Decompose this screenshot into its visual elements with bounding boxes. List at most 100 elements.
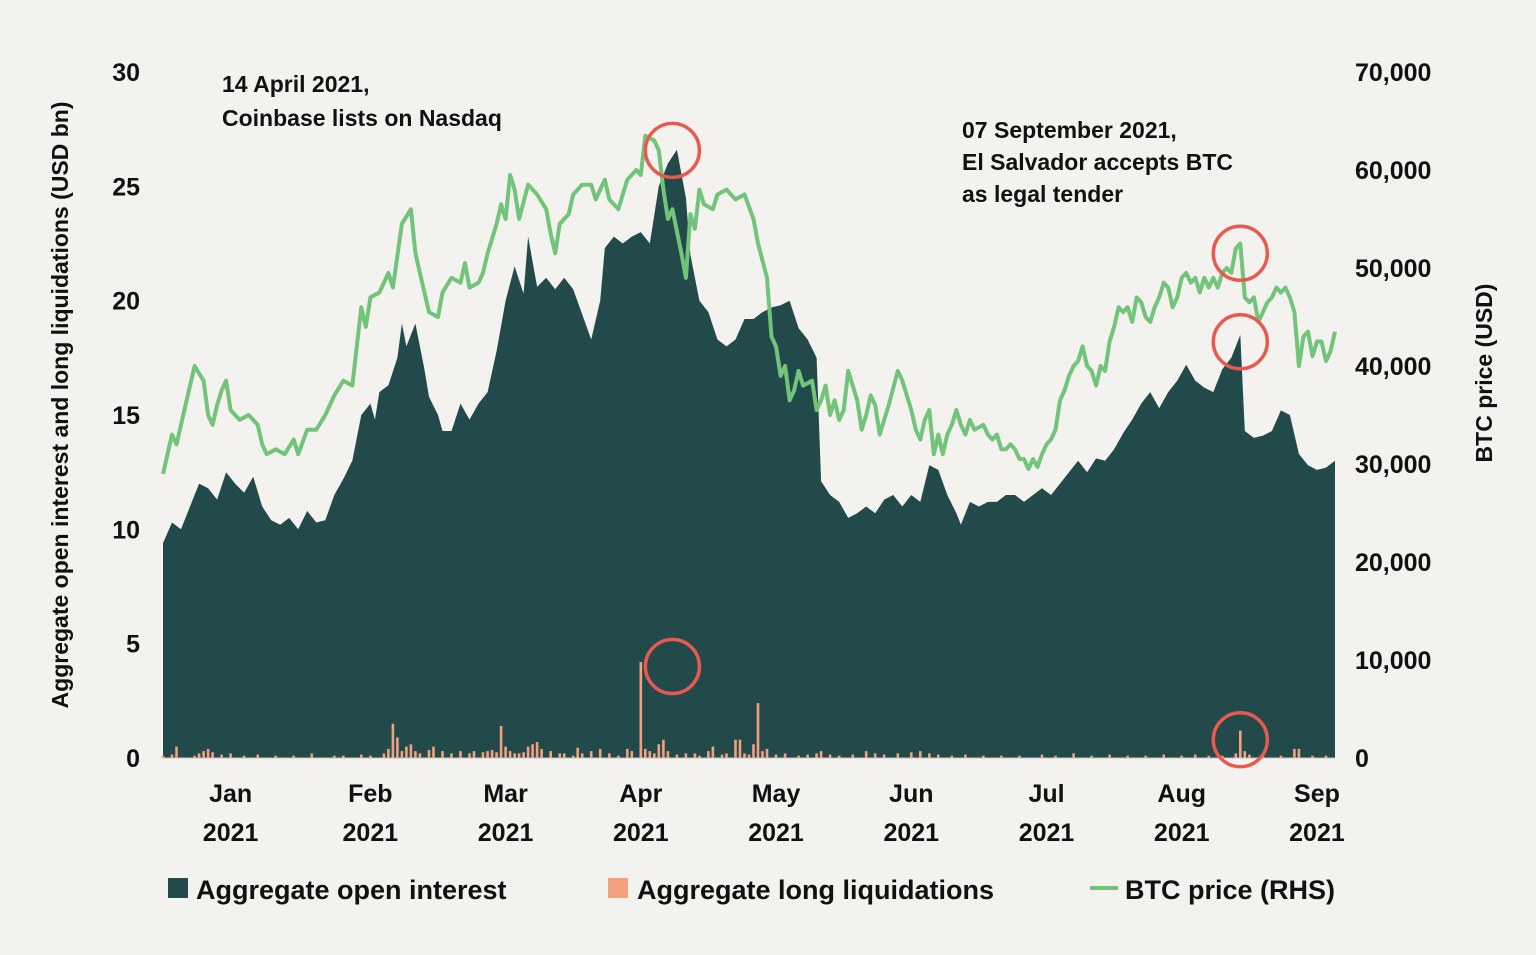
left-tick-label: 0 [126,745,140,773]
liquidation-bar [828,754,832,758]
liquidation-bar [928,753,931,758]
liquidation-bar [783,753,787,758]
liquidation-bar [242,755,246,758]
x-tick-month: Jul [1028,780,1064,808]
x-tick-month: Sep [1294,780,1340,808]
right-axis-ticks: 0 10,000 20,000 30,000 40,000 50,000 60,000 70,… [1355,59,1431,773]
liquidation-bar [1311,755,1314,758]
liquidation-bar [405,746,408,758]
liquidation-bar [400,751,404,758]
liquidation-bar [540,748,543,758]
liquidation-bar [598,748,602,758]
liquidation-bar [819,751,823,758]
liquidation-bar [1279,755,1283,758]
liquidation-bar [1126,755,1129,758]
annotation-el-salvador-line-1: 07 September 2021, [962,117,1177,143]
liquidation-bar [504,746,507,758]
liquidation-bar [1194,754,1197,758]
liquidation-bar [662,739,665,758]
liquidation-bar [396,737,399,758]
x-tick-year: 2021 [1154,819,1210,847]
liquidation-bar [639,662,643,758]
liquidation-bar [310,753,314,758]
liquidation-bar [675,754,679,758]
liquidation-bar [919,751,922,758]
liquidation-bar [1234,753,1238,758]
highlight-circles [643,121,1270,769]
liquidation-bars [161,662,1328,758]
x-tick-year: 2021 [1019,819,1075,847]
liquidation-bar [558,753,561,758]
liquidation-bar [653,753,656,758]
left-axis-title: Aggregate open interest and long liquida… [47,102,73,709]
x-tick-year: 2021 [613,819,669,847]
liquidation-bar [508,751,512,758]
annotation-el-salvador-line-2: El Salvador accepts BTC [962,149,1233,175]
liquidation-bar [698,755,701,758]
liquidation-bar [418,753,422,758]
liquidation-bar [806,754,809,758]
liquidation-bar [391,723,395,758]
liquidation-bar [427,750,431,758]
liquidation-bar [175,746,178,758]
liquidation-bar [747,754,751,758]
x-tick-month: Feb [348,780,392,808]
legend-swatch-liquidations [608,878,628,898]
right-tick-label: 70,000 [1355,59,1431,87]
left-tick-label: 10 [112,516,140,544]
right-tick-label: 10,000 [1355,647,1431,675]
liquidation-bar [815,753,818,758]
right-tick-label: 40,000 [1355,353,1431,381]
x-tick-year: 2021 [883,819,939,847]
liquidation-bar [472,751,476,758]
liquidation-bar [549,751,552,758]
liquidation-bar [517,753,521,758]
plot-area [161,121,1337,769]
liquidation-bar [468,753,471,758]
liquidation-bar [369,755,372,758]
open-interest-area [163,149,1335,758]
left-tick-label: 25 [112,173,140,201]
annotation-coinbase-line-1: 14 April 2021, [222,71,369,97]
liquidation-bar [193,755,196,758]
liquidation-bar [617,755,620,758]
liquidation-bar [1000,755,1003,758]
liquidation-bar [693,753,697,758]
highlight-circle [643,637,702,696]
liquidation-bar [256,754,259,758]
liquidation-bar [752,744,755,758]
liquidation-bar [648,751,652,758]
liquidation-bar [950,755,954,758]
right-tick-label: 30,000 [1355,451,1431,479]
liquidation-bar [761,751,764,758]
highlight-circle [1211,710,1270,769]
highlight-circle [643,121,702,180]
liquidation-bar [630,751,634,758]
liquidation-bar [1293,748,1296,758]
liquidation-bar [837,755,841,758]
liquidation-bar [738,739,742,758]
liquidation-bar [765,748,769,758]
liquidation-bar [161,755,165,758]
x-tick-month: Apr [619,780,662,808]
liquidation-bar [1221,755,1224,758]
liquidation-bar [937,754,940,758]
highlight-circle [1211,313,1270,371]
liquidation-bar [1324,755,1328,758]
x-tick-month: May [752,780,801,808]
annotation-el-salvador: 07 September 2021, El Salvador accepts B… [962,117,1233,207]
liquidation-bar [1180,755,1183,758]
liquidation-bar [197,753,201,758]
liquidation-bar [851,754,854,758]
liquidation-bar [274,755,277,758]
liquidation-bar [864,751,868,758]
liquidation-bar [982,755,985,758]
liquidation-bar [170,754,174,758]
left-tick-label: 5 [126,631,140,659]
liquidation-bar [414,751,417,758]
liquidation-bar [1108,754,1111,758]
liquidation-bar [535,742,539,758]
highlight-circle [1211,224,1270,283]
liquidation-bar [743,753,746,758]
